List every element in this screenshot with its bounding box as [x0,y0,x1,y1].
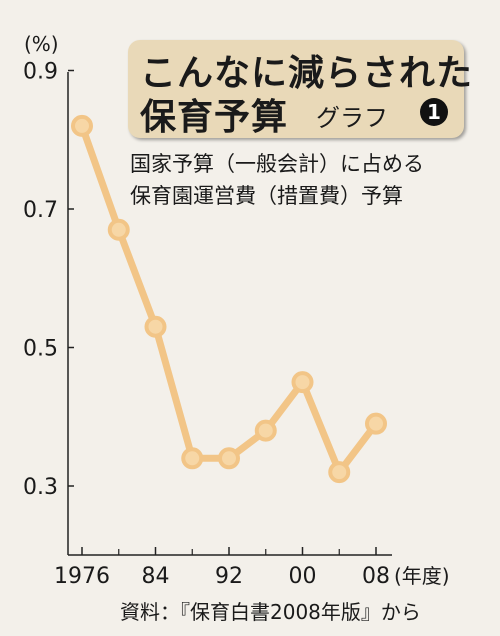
source-note: 資料：『保育白書2008年版』から [120,600,421,624]
chart-title-line2: 保育予算 [140,97,289,138]
data-point [181,447,204,470]
graph-label: グラフ [316,104,388,132]
data-point [291,371,314,394]
x-axis-unit: (年度) [394,564,450,588]
chart-subtitle-line1: 国家予算（一般会計）に占める [130,152,424,176]
data-point [144,315,167,338]
y-tick-label: 0.5 [23,337,58,362]
data-point [254,419,277,442]
x-tick-label: 1976 [54,564,110,589]
graph-number-badge: 1 [420,98,448,126]
title-panel [128,40,464,138]
data-point [71,114,93,137]
data-point [107,218,130,241]
y-tick-label: 0.9 [23,60,58,85]
x-tick-label: 84 [142,564,170,589]
data-point [218,447,240,470]
y-axis-unit: (%) [24,32,59,56]
data-point [328,461,351,484]
y-tick-label: 0.3 [23,475,58,500]
data-point [365,412,387,435]
y-tick-label: 0.7 [23,198,58,223]
x-tick-label: 08 [362,564,390,589]
x-tick-label: 00 [289,564,317,589]
chart-title-line1: こんなに減らされた [140,53,474,94]
chart-subtitle-line2: 保育園運営費（措置費）予算 [130,184,403,208]
x-tick-label: 92 [215,564,243,589]
